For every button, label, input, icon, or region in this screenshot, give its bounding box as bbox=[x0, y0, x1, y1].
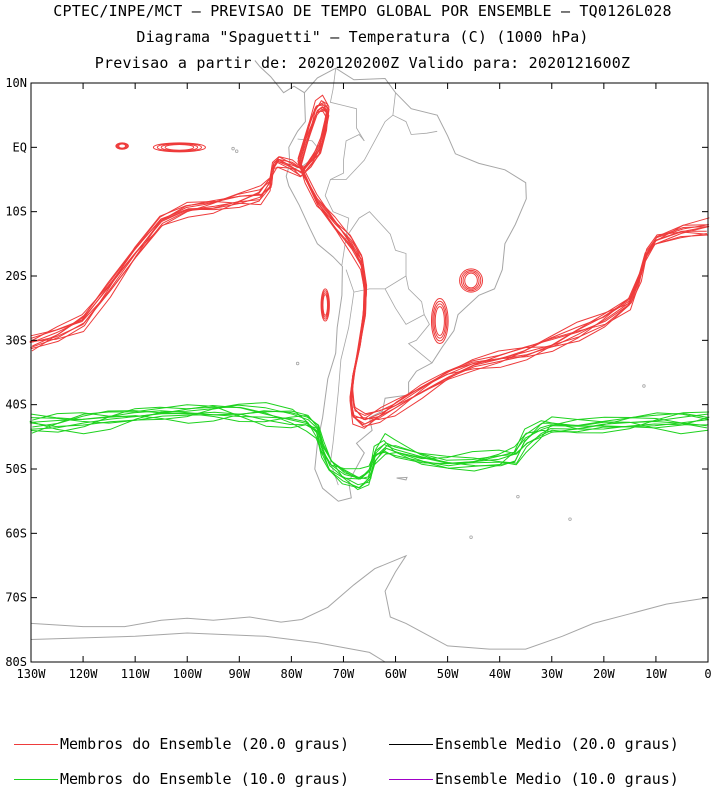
red-closed-contour bbox=[164, 143, 195, 151]
red-closed-contour bbox=[321, 292, 329, 318]
country-border bbox=[384, 275, 425, 325]
red-member-isoline bbox=[31, 110, 709, 419]
coastline-layer bbox=[30, 60, 709, 663]
country-border bbox=[324, 134, 365, 266]
lon-label: 90W bbox=[228, 667, 250, 681]
lon-label: 60W bbox=[385, 667, 407, 681]
antarctica-coastline bbox=[30, 554, 709, 650]
red-closed-contour bbox=[464, 272, 478, 289]
green-member-isoline bbox=[32, 410, 709, 480]
red-closed-contour bbox=[322, 294, 329, 316]
red-isoline-layer bbox=[29, 94, 710, 429]
lon-label: 10W bbox=[645, 667, 667, 681]
legend-item-members-10: Membros do Ensemble (10.0 graus) bbox=[14, 770, 349, 788]
red-member-isoline bbox=[32, 106, 709, 421]
country-border bbox=[329, 68, 365, 142]
lat-label: 30S bbox=[5, 333, 27, 347]
green-isoline-layer bbox=[29, 402, 710, 491]
lat-label: 10S bbox=[5, 205, 27, 219]
green-member-isoline bbox=[30, 410, 709, 486]
island bbox=[235, 149, 239, 153]
red-closed-contour bbox=[432, 300, 448, 342]
red-member-isoline bbox=[31, 109, 710, 429]
lon-label: 120W bbox=[69, 667, 99, 681]
lon-label: 100W bbox=[173, 667, 203, 681]
lat-label: 10N bbox=[5, 76, 27, 90]
lat-label: 70S bbox=[5, 591, 27, 605]
lat-label: 40S bbox=[5, 398, 27, 412]
lat-label: 60S bbox=[5, 526, 27, 540]
red-closed-contour bbox=[460, 269, 482, 292]
red-member-isoline bbox=[30, 100, 710, 427]
red-closed-contour bbox=[430, 298, 449, 345]
lon-label: 0 bbox=[704, 667, 711, 681]
green-member-isoline bbox=[29, 404, 708, 489]
central-america-coastline bbox=[254, 60, 305, 94]
red-closed-contour bbox=[160, 143, 199, 152]
country-border bbox=[330, 92, 396, 180]
legend-item-members-20: Membros do Ensemble (20.0 graus) bbox=[14, 735, 349, 753]
lon-label: 40W bbox=[489, 667, 511, 681]
legend-item-mean-10: Ensemble Medio (10.0 graus) bbox=[389, 770, 679, 788]
red-closed-contour bbox=[462, 271, 480, 290]
island bbox=[469, 535, 473, 539]
lon-label: 110W bbox=[121, 667, 151, 681]
forecast-validity: Previsao a partir de: 2020120200Z Valido… bbox=[94, 54, 631, 72]
island bbox=[568, 517, 572, 521]
lon-label: 70W bbox=[333, 667, 355, 681]
lat-label: 20S bbox=[5, 269, 27, 283]
legend-swatch-green bbox=[14, 779, 58, 780]
red-member-isoline bbox=[32, 108, 709, 425]
lon-label: 80W bbox=[281, 667, 303, 681]
ice-shelf-edge bbox=[30, 632, 386, 663]
map-frame bbox=[30, 82, 709, 663]
south-america-coastline bbox=[285, 67, 527, 502]
legend-swatch-black bbox=[389, 744, 433, 745]
red-closed-contour bbox=[156, 142, 203, 152]
red-closed-contour bbox=[459, 268, 484, 293]
island bbox=[642, 384, 646, 388]
island bbox=[516, 494, 520, 499]
legend-swatch-red bbox=[14, 744, 58, 745]
red-member-isoline bbox=[30, 103, 709, 426]
green-member-isoline bbox=[30, 406, 708, 479]
falkland-islands bbox=[396, 476, 408, 481]
lon-label: 20W bbox=[593, 667, 615, 681]
red-member-isoline bbox=[29, 102, 707, 420]
lat-label: EQ bbox=[13, 140, 27, 154]
lat-label: 50S bbox=[5, 462, 27, 476]
map-subtitle: Diagrama "Spaguetti" — Temperatura (C) (… bbox=[136, 28, 589, 46]
red-closed-contour bbox=[152, 142, 206, 153]
island bbox=[231, 146, 235, 151]
red-member-isoline bbox=[31, 106, 708, 415]
map-title: CPTEC/INPE/MCT — PREVISAO DE TEMPO GLOBA… bbox=[53, 2, 672, 20]
island bbox=[295, 361, 300, 366]
lon-label: 130W bbox=[17, 667, 47, 681]
lon-label: 30W bbox=[541, 667, 563, 681]
legend-item-mean-20: Ensemble Medio (20.0 graus) bbox=[389, 735, 679, 753]
green-member-isoline bbox=[31, 404, 708, 472]
lat-label: 80S bbox=[5, 655, 27, 669]
red-member-isoline bbox=[30, 104, 707, 416]
country-border bbox=[392, 114, 438, 135]
green-member-isoline bbox=[29, 402, 708, 489]
red-closed-contour bbox=[320, 288, 330, 322]
lon-label: 50W bbox=[437, 667, 459, 681]
green-member-isoline bbox=[32, 410, 709, 479]
red-closed-contour bbox=[434, 306, 445, 336]
red-closed-contour bbox=[321, 290, 330, 320]
legend-swatch-purple bbox=[389, 779, 433, 780]
country-border bbox=[407, 314, 433, 364]
country-border bbox=[329, 292, 355, 486]
red-closed-contour bbox=[118, 143, 127, 149]
red-closed-contour bbox=[433, 303, 447, 339]
